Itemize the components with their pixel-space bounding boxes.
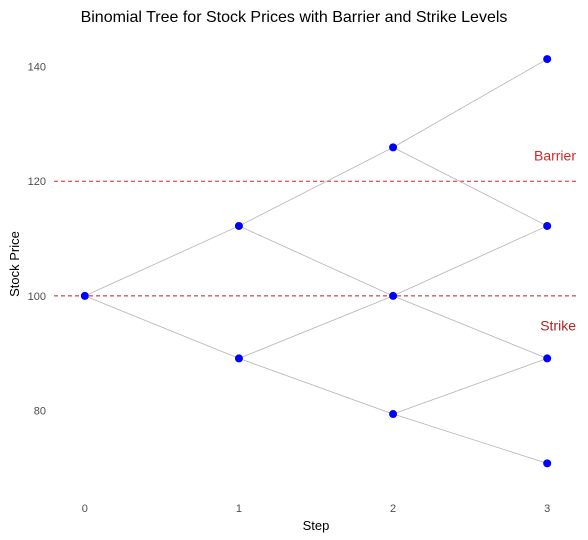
reference-lines xyxy=(54,180,578,297)
tree-node-point xyxy=(389,410,398,419)
tree-node-point xyxy=(543,221,552,230)
chart-title: Binomial Tree for Stock Prices with Barr… xyxy=(81,9,508,26)
tree-node-point xyxy=(234,354,243,363)
tree-edge xyxy=(84,295,240,359)
tree-edge xyxy=(84,225,240,297)
x-tick-labels: 0 1 2 3 xyxy=(82,503,550,515)
tree-edge xyxy=(392,225,548,297)
tree-node-point xyxy=(389,143,398,152)
tree-edge xyxy=(392,58,548,148)
tree-edge xyxy=(392,358,548,415)
x-tick-label: 0 xyxy=(82,503,88,515)
y-tick-label: 120 xyxy=(28,176,46,188)
tree-node-point xyxy=(234,221,243,230)
tree-node-point xyxy=(543,55,552,64)
y-tick-label: 80 xyxy=(34,406,46,418)
tree-edge xyxy=(238,225,394,297)
tree-edge xyxy=(392,413,548,464)
tree-nodes xyxy=(80,55,552,468)
x-tick-label: 1 xyxy=(236,503,242,515)
tree-edge xyxy=(238,147,394,227)
x-tick-label: 3 xyxy=(544,503,550,515)
y-tick-label: 140 xyxy=(28,62,46,74)
y-tick-labels: 80 100 120 140 xyxy=(28,62,46,418)
x-tick-label: 2 xyxy=(390,503,396,515)
tree-node-point xyxy=(389,291,398,300)
tree-node-point xyxy=(543,354,552,363)
tree-edge xyxy=(392,295,548,359)
y-axis-title: Stock Price xyxy=(7,231,22,297)
y-tick-label: 100 xyxy=(28,291,46,303)
strike-label: Strike xyxy=(540,318,576,334)
reference-labels: Barrier Strike xyxy=(534,147,576,333)
tree-edge xyxy=(392,147,548,227)
tree-edge xyxy=(238,358,394,415)
tree-node-point xyxy=(543,459,552,468)
tree-edge xyxy=(238,295,394,359)
tree-node-point xyxy=(80,291,89,300)
barrier-label: Barrier xyxy=(534,147,576,163)
x-axis-title: Step xyxy=(303,518,330,533)
tree-edges xyxy=(84,58,548,464)
